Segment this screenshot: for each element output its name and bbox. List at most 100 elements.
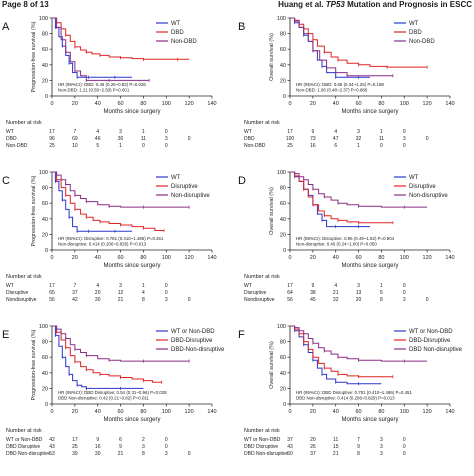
panel-b-risk-value: 11 [379, 136, 384, 142]
panel-e-x-tick-label: 0 [50, 409, 53, 415]
panel-f-y-tick-label: 80 [280, 340, 286, 346]
panel-e-y-tick-label: 60 [42, 355, 48, 361]
panel-f-legend-label: WT or Non-DBD [409, 329, 453, 335]
panel-d-risk-value: 45 [310, 297, 316, 303]
panel-c-risk-value: 20 [95, 290, 101, 296]
panel-f-risk-value: 0 [403, 444, 406, 450]
panel-e-risk-value: 17 [72, 437, 78, 443]
panel-f-risk-value: 11 [333, 437, 338, 443]
panel-e-curve-dbd-disruptive [52, 325, 162, 383]
panel-a-risk-value: 46 [95, 136, 101, 142]
panel-e-risk-value: 0 [165, 444, 168, 450]
panel-f-risk-value: 37 [287, 437, 293, 443]
panel-d-y-tick-label: 0 [283, 248, 286, 254]
panel-e-x-tick-label: 140 [207, 409, 216, 415]
panel-d-risk-value: 8 [380, 297, 383, 303]
page-header: Page 8 of 13 Huang et al. TP53 Mutation … [0, 0, 474, 12]
panel-b-risk-value: 6 [334, 143, 337, 149]
panel-e-risk-value: 9 [96, 437, 99, 443]
panel-d-hr-annotation: HR (95%CI): Disruptive: 0.96 (0.49~1.92)… [296, 236, 395, 241]
panel-b-x-tick-label: 60 [356, 101, 362, 107]
panel-b-y-tick-label: 20 [280, 78, 286, 84]
panel-e-legend-label: WT or Non-DBD [171, 329, 215, 335]
panel-e-risk-value: 42 [49, 437, 55, 443]
panel-e-legend-label: DBD-Non-disruptive [171, 347, 225, 353]
panel-d-y-tick-label: 40 [280, 217, 286, 223]
panel-a-y-tick-label: 100 [39, 16, 48, 22]
panel-e-risk-value: 53 [49, 451, 55, 457]
panel-f-risk-value: 21 [333, 451, 339, 457]
panel-a-risk-value: 0 [165, 129, 168, 135]
panel-c-y-tick-label: 80 [42, 186, 48, 192]
panel-c-y-tick-label: 60 [42, 201, 48, 207]
panel-d-legend-label: WT [409, 175, 419, 181]
panel-c-risk-row-label: Disruptive [6, 290, 28, 296]
panel-a-risk-value: 0 [142, 143, 145, 149]
page-number: Page 8 of 13 [2, 0, 49, 9]
panel-f-risk-table-title: Number at risk [244, 428, 280, 434]
panel-b-risk-value: 25 [287, 143, 293, 149]
panel-a-x-tick-label: 100 [162, 101, 171, 107]
panel-c-x-axis-label: Months since surgery [103, 263, 160, 269]
panel-c-curve-non-disruptive [52, 171, 190, 208]
panel-b-risk-value: 1 [357, 143, 360, 149]
panel-b-risk-value: 9 [311, 129, 314, 135]
panel-c-y-tick-label: 100 [39, 170, 48, 176]
panel-f-x-tick-label: 100 [400, 409, 409, 415]
panel-c-x-tick-label: 40 [95, 255, 101, 261]
panel-b-risk-value: 4 [334, 129, 337, 135]
panel-a-y-tick-label: 20 [42, 78, 48, 84]
panel-a-risk-value: 30 [118, 136, 124, 142]
panel-f-curve-dbd-non-disruptive [290, 325, 428, 362]
panel-b-risk-value: 0 [403, 143, 406, 149]
panel-b-letter: B [238, 21, 245, 33]
panel-f-risk-value: 3 [380, 451, 383, 457]
panel-f-risk-value: 8 [357, 451, 360, 457]
panel-f-curve-dbd-disruptive [290, 325, 393, 378]
panel-b-y-tick-label: 60 [280, 47, 286, 53]
panel-d-risk-value: 38 [310, 290, 316, 296]
panel-e-x-tick-label: 100 [162, 409, 171, 415]
panel-c-y-tick-label: 40 [42, 217, 48, 223]
panel-b-x-tick-label: 120 [423, 101, 432, 107]
panel-a-y-tick-label: 80 [42, 32, 48, 38]
panel-f-x-tick-label: 120 [423, 409, 432, 415]
panel-e-letter: E [2, 329, 9, 341]
panel-d-x-tick-label: 20 [310, 255, 316, 261]
panel-c-risk-value: 3 [165, 297, 168, 303]
panel-b-hr-annotation: Non-DBD: 1.06 (0.48~2.37) P=0.886 [296, 88, 368, 93]
panel-d-y-tick-label: 80 [280, 186, 286, 192]
panel-e-risk-table-title: Number at risk [6, 428, 42, 434]
panel-c-legend-label: Non-disruptive [171, 193, 210, 199]
panel-a-legend-label: WT [171, 21, 181, 27]
panel-e-risk-value: 9 [119, 444, 122, 450]
panel-d-curve-non-disruptive [290, 171, 428, 208]
panel-e-risk-value: 6 [119, 437, 122, 443]
panel-d-curve-disruptive [290, 171, 393, 224]
panel-a-risk-row-label: DBD [6, 136, 17, 142]
panel-a-risk-value: 10 [72, 143, 78, 149]
panel-d-y-axis-label: Overall survival (%) [269, 187, 275, 235]
panel-f-x-axis-label: Months since surgery [341, 417, 398, 423]
panel-c-risk-value: 7 [73, 283, 76, 289]
panel-f-x-tick-label: 140 [445, 409, 454, 415]
panel-f-risk-value: 3 [380, 437, 383, 443]
panel-d-hr-annotation: Non-disruptive: 0.46 (0.24~1.00) P=0.050 [296, 242, 377, 247]
panel-b-curve-dbd [290, 17, 428, 68]
panel-a-risk-value: 4 [96, 129, 99, 135]
running-title-topic: Mutation and Prognosis in ESCC [347, 0, 472, 9]
panel-e-y-axis-label: Progression-free survival (%) [31, 329, 37, 400]
panel-b-y-tick-label: 40 [280, 63, 286, 69]
panel-c-risk-row-label: WT [6, 283, 14, 289]
panel-d-x-tick-label: 0 [288, 255, 291, 261]
panel-f-y-tick-label: 20 [280, 386, 286, 392]
panel-a-risk-value: 17 [49, 129, 55, 135]
panel-a-risk-value: 1 [119, 143, 122, 149]
panel-c-risk-value: 56 [49, 297, 55, 303]
panel-d-risk-value: 21 [333, 290, 339, 296]
panel-d-x-tick-label: 140 [445, 255, 454, 261]
panel-e-curve-dbd-non-disruptive [52, 325, 190, 362]
panel-c-curve-disruptive [52, 171, 164, 231]
